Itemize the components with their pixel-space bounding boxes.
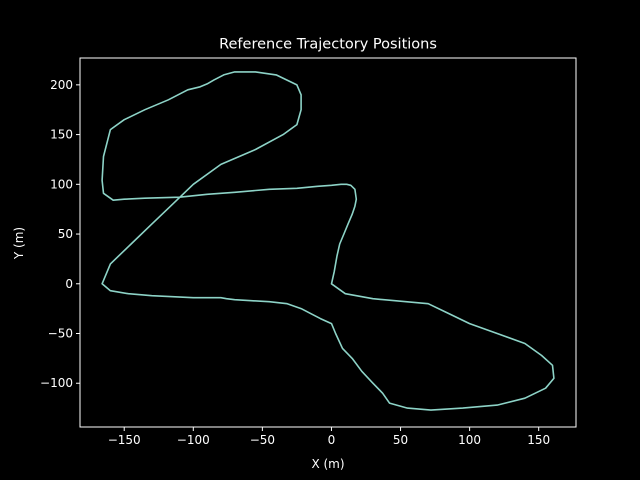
chart-title: Reference Trajectory Positions: [219, 37, 437, 53]
x-axis-label: X (m): [311, 457, 344, 471]
axes-frame: [79, 57, 577, 428]
x-tick-label: −100: [177, 433, 210, 447]
y-tick-label: −100: [40, 376, 73, 390]
y-tick-label: 200: [50, 78, 73, 92]
x-tick-label: 100: [458, 433, 481, 447]
y-tick-label: −50: [48, 327, 73, 341]
y-tick-label: 100: [50, 177, 73, 191]
x-tick-label: 150: [527, 433, 550, 447]
x-tick-label: −50: [250, 433, 275, 447]
y-tick-label: 50: [58, 227, 73, 241]
x-tick-label: 50: [393, 433, 408, 447]
trajectory-line-0: [101, 71, 555, 411]
x-tick-label: 0: [328, 433, 336, 447]
y-tick-label: 150: [50, 128, 73, 142]
x-tick-label: −150: [108, 433, 141, 447]
y-tick-label: 0: [65, 277, 73, 291]
y-axis-label: Y (m): [12, 227, 26, 260]
plot-area: −150 −100 −50 0 50 100 150 −100 −50 0 50 100 150 200: [40, 57, 577, 447]
